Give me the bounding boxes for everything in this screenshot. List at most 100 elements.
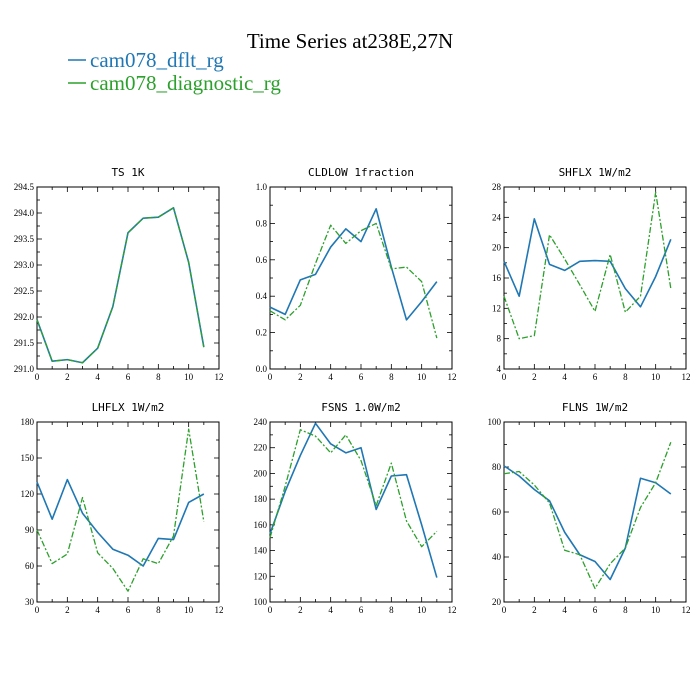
panel-title: FSNS 1.0W/m2 [321,401,400,414]
y-tick-label: 30 [25,597,35,607]
series-line-diagnostic [269,429,438,548]
y-tick-label: 100 [254,597,268,607]
x-tick-label: 0 [502,605,507,615]
y-tick-label: 0.2 [256,328,267,338]
y-tick-label: 150 [21,453,35,463]
x-tick-label: 4 [95,372,100,382]
panel-1: TS 1K 0 2 4 6 8 10 12 291.0 291.5 292.0 292.5 293.0 2… [14,166,224,382]
y-tick-label: 120 [254,571,268,581]
legend-label-diagnostic: cam078_diagnostic_rg [90,71,281,95]
panel-title: SHFLX 1W/m2 [559,166,632,179]
x-tick-label: 6 [359,605,364,615]
panel-title: CLDLOW 1fraction [308,166,414,179]
x-tick-label: 4 [328,605,333,615]
panel-title: TS 1K [111,166,144,179]
y-tick-label: 160 [254,520,268,530]
x-tick-label: 6 [126,605,131,615]
y-tick-label: 293.5 [14,234,35,244]
x-tick-label: 8 [623,605,628,615]
y-tick-label: 293.0 [14,260,35,270]
y-tick-label: 180 [21,417,35,427]
y-tick-label: 0.6 [256,255,268,265]
x-tick-label: 12 [215,605,224,615]
y-tick-label: 0.4 [256,291,268,301]
figure-title: Time Series at238E,27N [247,29,453,53]
y-tick-label: 140 [254,546,268,556]
x-tick-label: 12 [682,372,691,382]
x-tick-label: 8 [389,605,394,615]
x-tick-label: 6 [359,372,364,382]
y-tick-label: 20 [492,243,502,253]
y-tick-label: 220 [254,443,268,453]
legend: cam078_dflt_rg cam078_diagnostic_rg [68,48,281,95]
x-tick-label: 0 [268,372,273,382]
series-line-dflt [36,478,205,567]
y-tick-label: 80 [492,462,502,472]
series-line-diagnostic [36,428,205,592]
y-tick-label: 0.8 [256,218,268,228]
series-line-diagnostic [36,207,205,364]
series-line-dflt [503,465,672,581]
x-tick-label: 0 [35,372,40,382]
plot-frame [503,421,687,603]
y-tick-label: 4 [497,364,502,374]
x-tick-label: 2 [532,605,537,615]
x-tick-label: 4 [328,372,333,382]
x-tick-label: 4 [95,605,100,615]
panel-4: LHFLX 1W/m2 0 2 4 6 8 10 12 30 60 90 120 150 180 [21,401,224,615]
y-tick-label: 1.0 [256,182,268,192]
legend-label-dflt: cam078_dflt_rg [90,48,224,72]
panel-2: CLDLOW 1fraction 0 2 4 6 8 10 12 0.0 0.2 0.4 0.6 0.8… [256,166,457,382]
panel-title: FLNS 1W/m2 [562,401,628,414]
plot-frame [269,186,453,370]
y-tick-label: 291.0 [14,364,35,374]
y-tick-label: 0.0 [256,364,268,374]
x-tick-label: 12 [682,605,691,615]
x-tick-label: 10 [417,605,427,615]
series-line-diagnostic [503,191,672,340]
x-tick-label: 6 [593,372,598,382]
x-tick-label: 10 [651,605,661,615]
panel-6: FLNS 1W/m2 0 2 4 6 8 10 12 20 40 60 80 100 [488,401,691,615]
y-tick-label: 24 [492,212,502,222]
series-line-dflt [36,207,205,364]
x-tick-label: 2 [298,372,303,382]
x-tick-label: 2 [65,605,70,615]
y-tick-label: 120 [21,489,35,499]
x-tick-label: 2 [65,372,70,382]
series-line-dflt [503,218,672,308]
x-tick-label: 12 [215,372,224,382]
x-tick-label: 0 [268,605,273,615]
x-tick-label: 10 [184,605,194,615]
x-tick-label: 2 [532,372,537,382]
y-tick-label: 100 [488,417,502,427]
series-line-dflt [269,208,438,321]
x-tick-label: 10 [417,372,427,382]
y-tick-label: 292.5 [14,286,35,296]
x-tick-label: 4 [562,605,567,615]
x-tick-label: 8 [156,605,161,615]
x-tick-label: 4 [562,372,567,382]
y-tick-label: 60 [492,507,502,517]
x-tick-label: 8 [623,372,628,382]
panel-5: FSNS 1.0W/m2 0 2 4 6 8 10 12 100 120 140 160 180 200 2… [254,401,457,615]
chart-panels: TS 1K0 2 4 6 8 10 12291.0291.5292.0292.5293.02… [14,166,691,615]
y-tick-label: 16 [492,273,502,283]
series-line-diagnostic [269,222,438,339]
x-tick-label: 2 [298,605,303,615]
x-tick-label: 10 [651,372,661,382]
y-tick-label: 291.5 [14,338,35,348]
x-tick-label: 0 [35,605,40,615]
y-tick-label: 20 [492,597,502,607]
series-line-dflt [269,422,438,578]
y-tick-label: 294.5 [14,182,35,192]
y-tick-label: 292.0 [14,312,35,322]
x-tick-label: 0 [502,372,507,382]
series-line-diagnostic [503,442,672,590]
x-tick-label: 12 [448,372,457,382]
y-tick-label: 294.0 [14,208,35,218]
y-tick-label: 90 [25,525,35,535]
y-tick-label: 40 [492,552,502,562]
